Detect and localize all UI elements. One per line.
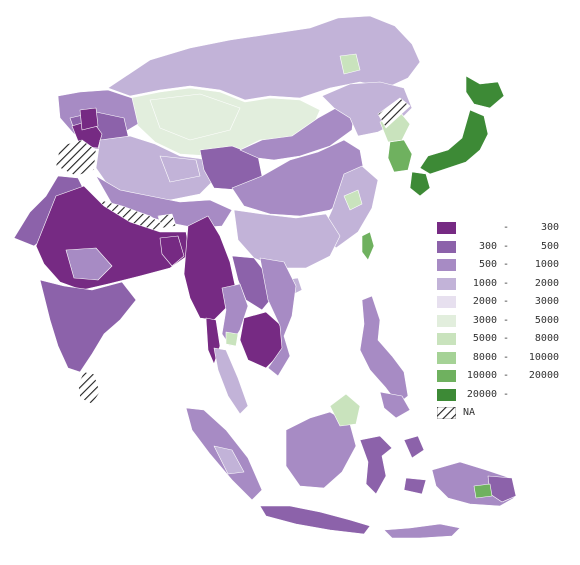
legend-range-separator: - — [503, 296, 510, 307]
region-vietnam — [259, 257, 297, 377]
patch-mongolia-center — [149, 93, 241, 141]
legend-item: 2000- 3000 — [437, 294, 577, 313]
legend-swatch — [437, 222, 456, 234]
patch-india-center — [65, 247, 113, 281]
legend-item: 10000- 20000 — [437, 368, 577, 387]
region-malay-peninsula — [213, 347, 249, 415]
region-russia-far-east — [107, 15, 421, 101]
patch-china-green — [343, 189, 363, 211]
legend-range-low: 1000 — [472, 277, 497, 289]
legend-item: 3000- 5000 — [437, 313, 577, 332]
region-south-china — [233, 209, 341, 269]
legend-swatch — [437, 240, 456, 253]
region-south-india — [39, 279, 137, 373]
region-sabah — [329, 393, 361, 427]
legend-range-low: 500 — [478, 259, 497, 270]
legend-range-separator: - — [503, 351, 510, 363]
region-japan-kyushu — [409, 171, 431, 197]
legend: -300 300-500 500-1000 1000-2000 2000-3000 300… — [437, 220, 577, 424]
legend-range-high: 5000 — [534, 314, 559, 326]
region-java — [259, 505, 371, 535]
legend-item: 20000- — [437, 387, 577, 406]
region-korea-na — [377, 97, 411, 129]
patch-papua-green — [473, 483, 493, 499]
legend-range-separator: - — [503, 277, 510, 289]
legend-range-separator: - — [503, 370, 510, 381]
legend-swatch — [437, 351, 456, 364]
legend-range-low: 300 — [478, 240, 497, 252]
legend-range-separator: - — [503, 314, 510, 326]
legend-range-low: 2000 — [472, 296, 497, 307]
legend-item: 8000- 10000 — [437, 350, 577, 369]
legend-item: 500- 1000 — [437, 257, 577, 276]
legend-item: 300- 500 — [437, 239, 577, 258]
legend-range-separator: - — [503, 259, 510, 270]
region-sulawesi — [359, 435, 393, 495]
legend-range-high: 1000 — [534, 259, 559, 270]
legend-swatch — [437, 333, 456, 345]
legend-range-low: 3000 — [472, 314, 497, 326]
patch-ne-china-green — [339, 53, 361, 75]
region-japan-hokkaido — [465, 75, 505, 109]
region-kashmir-na — [55, 139, 97, 177]
region-bangladesh — [159, 235, 185, 267]
legend-swatch — [437, 388, 456, 401]
region-borneo — [285, 411, 357, 489]
patch-kazakh-dark — [79, 107, 99, 131]
legend-swatch — [437, 277, 456, 290]
legend-range-high: 300 — [540, 222, 559, 233]
legend-range-low: 5000 — [472, 333, 497, 344]
legend-range-separator: - — [503, 333, 510, 344]
legend-range-low: 10000 — [466, 370, 497, 381]
legend-range-high: 500 — [540, 240, 559, 252]
region-sri-lanka-na — [77, 371, 101, 405]
legend-item: 1000- 2000 — [437, 276, 577, 295]
region-taiwan — [361, 231, 375, 261]
patch-qinghai-light — [159, 155, 201, 183]
region-philippines — [359, 295, 409, 405]
legend-range-separator: - — [503, 388, 510, 400]
legend-range-high: 10000 — [528, 351, 559, 363]
legend-item: 5000- 8000 — [437, 331, 577, 350]
legend-range-high: 3000 — [534, 296, 559, 307]
legend-swatch-na — [437, 407, 456, 419]
legend-range-high: 2000 — [534, 277, 559, 289]
region-philippines-mindanao — [379, 391, 411, 419]
region-timor — [383, 523, 461, 539]
legend-range-low: 20000 — [466, 388, 497, 400]
patch-thai-green — [225, 331, 239, 347]
legend-swatch — [437, 314, 456, 327]
region-bhutan-na — [157, 213, 177, 229]
region-maluku-south — [403, 477, 427, 495]
legend-swatch — [437, 370, 456, 382]
legend-range-separator: - — [503, 240, 510, 252]
region-south-korea — [387, 139, 413, 173]
legend-item: - 300 — [437, 220, 577, 239]
patch-sumatra-light — [213, 445, 245, 475]
legend-item-na: NA — [437, 405, 577, 424]
legend-range-low: 8000 — [472, 351, 497, 363]
legend-range-separator: - — [503, 222, 510, 233]
region-japan-honshu — [419, 109, 489, 175]
legend-swatch — [437, 259, 456, 271]
region-maluku — [403, 435, 425, 459]
legend-label-na: NA — [463, 407, 476, 418]
legend-range-high: 8000 — [534, 333, 559, 344]
legend-swatch — [437, 296, 456, 308]
legend-range-high: 20000 — [528, 370, 559, 381]
